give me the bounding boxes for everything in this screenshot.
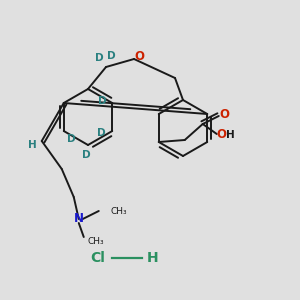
Text: O: O: [134, 50, 144, 62]
Text: H: H: [28, 140, 37, 150]
Text: D: D: [98, 96, 106, 106]
Text: H: H: [226, 130, 235, 140]
Text: D: D: [68, 134, 76, 144]
Text: D: D: [95, 53, 103, 63]
Text: D: D: [107, 51, 115, 61]
Text: D: D: [97, 128, 106, 138]
Text: CH₃: CH₃: [88, 236, 104, 245]
Text: H: H: [147, 251, 159, 265]
Text: N: N: [74, 212, 84, 226]
Text: D: D: [82, 150, 90, 160]
Text: O: O: [217, 128, 227, 140]
Text: CH₃: CH₃: [111, 206, 128, 215]
Text: Cl: Cl: [91, 251, 105, 265]
Text: O: O: [220, 109, 230, 122]
